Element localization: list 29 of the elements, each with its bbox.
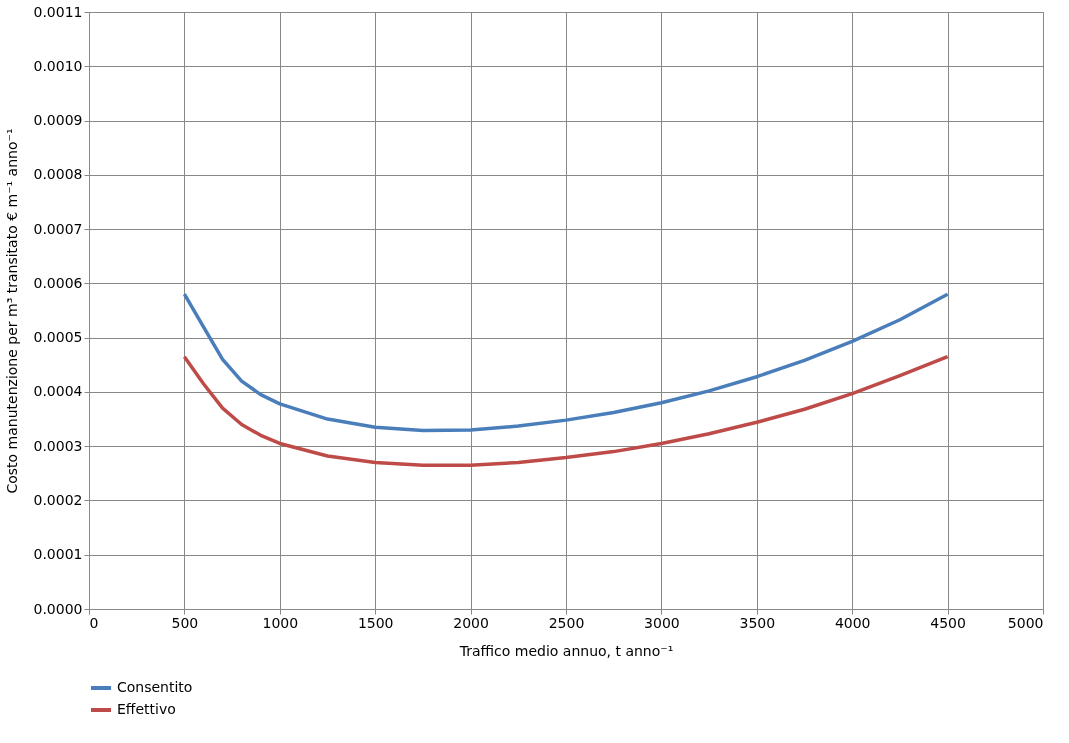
y-tick-label: 0.0006 xyxy=(33,274,83,291)
y-tick-label: 0.0010 xyxy=(33,57,83,74)
x-tick-label: 2000 xyxy=(453,614,489,631)
legend-label: Consentito xyxy=(117,679,193,695)
y-axis-title: Costo manutenzione per m³ transitato € m⁻¹ anno⁻¹ xyxy=(3,128,20,494)
y-tick-label: 0.0009 xyxy=(33,112,83,129)
y-tick-label: 0.0007 xyxy=(33,220,83,237)
x-tick-label: 2500 xyxy=(548,614,585,631)
y-tick-label: 0.0002 xyxy=(33,491,83,508)
line-series xyxy=(182,354,950,467)
x-tick-label: 500 xyxy=(171,614,199,631)
x-tick-label: 3000 xyxy=(644,614,680,631)
y-tick-label: 0.0001 xyxy=(33,546,83,563)
x-tick-label: 5000 xyxy=(1007,614,1044,631)
y-tick-label: 0.0004 xyxy=(33,383,83,400)
y-tick-label: 0.0003 xyxy=(33,437,83,454)
x-tick-label: 1000 xyxy=(262,614,299,631)
y-tick-label: 0.0000 xyxy=(33,600,83,617)
x-tick-label: 1500 xyxy=(357,614,394,631)
x-tick-label: 4000 xyxy=(834,614,871,631)
y-tick-label: 0.0011 xyxy=(33,3,83,20)
line-series xyxy=(182,292,950,433)
y-tick-label: 0.0008 xyxy=(33,166,83,183)
x-tick-label: 3500 xyxy=(739,614,776,631)
x-tick-label: 0 xyxy=(89,614,99,631)
legend-label: Effettivo xyxy=(117,701,176,717)
x-axis-title: Traffico medio annuo, t anno⁻¹ xyxy=(458,642,674,659)
x-tick-label: 4500 xyxy=(930,614,966,631)
y-tick-label: 0.0005 xyxy=(33,329,83,346)
